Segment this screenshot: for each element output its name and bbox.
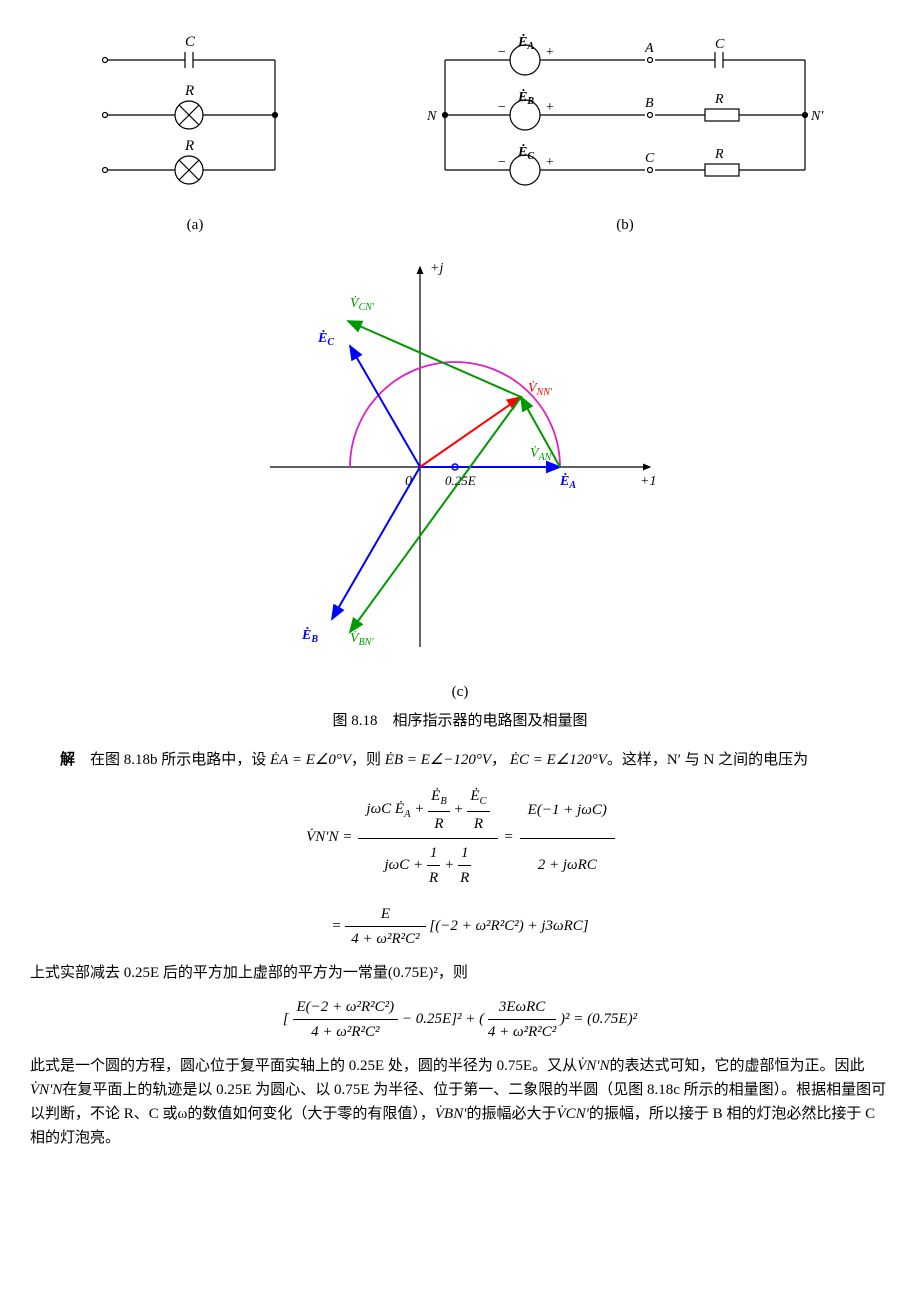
svg-text:V̇BN': V̇BN' [350, 630, 374, 648]
phasor-svg: +j +1 0 0.25E ĖA ĖB ĖC V̇NN' V̇AN' V̇CN' [220, 247, 700, 667]
VBN-sym: V̇BN' [435, 1106, 467, 1122]
svg-text:−: − [497, 155, 506, 170]
eq1-lhs: V̇N'N [306, 829, 338, 845]
svg-text:C: C [645, 151, 655, 166]
svg-text:R: R [184, 138, 194, 154]
svg-text:ĖB: ĖB [517, 88, 534, 107]
svg-text:ĖC: ĖC [517, 143, 534, 162]
p3d: 的振幅必大于 [466, 1106, 556, 1122]
svg-text:N: N [426, 109, 437, 124]
p1d: 。这样，N′ 与 N 之间的电压为 [607, 752, 808, 768]
svg-text:ĖB: ĖB [301, 626, 318, 645]
svg-text:V̇CN': V̇CN' [350, 295, 375, 313]
svg-text:R: R [714, 147, 724, 162]
para-3: 此式是一个圆的方程，圆心位于复平面实轴上的 0.25E 处，圆的半径为 0.75… [30, 1054, 890, 1150]
p1c: ， [491, 752, 510, 768]
VNN-sym2: V̇N'N [30, 1082, 62, 1098]
EC-expr: ĖC = E∠120°V [510, 752, 607, 768]
circuit-b: − + − + − + ĖA ĖB ĖC A B C C R R N N' (b… [415, 30, 835, 237]
equation-2: = E 4 + ω²R²C² [(−2 + ω²R²C²) + j3ωRC] [30, 902, 890, 951]
svg-text:B: B [645, 96, 654, 111]
equation-1: V̇N'N = jωC ĖA + ĖB R + ĖC R = E(−1 + jω… [30, 782, 890, 892]
svg-text:ĖC: ĖC [317, 329, 334, 348]
svg-text:−: − [497, 100, 506, 115]
svg-text:ĖA: ĖA [517, 33, 534, 52]
subfig-b-label: (b) [415, 213, 835, 237]
circuit-figures-row: C R R (a) [30, 30, 890, 237]
subfig-a-label: (a) [85, 213, 305, 237]
circuit-b-svg: − + − + − + ĖA ĖB ĖC A B C C R R N N' [415, 30, 835, 200]
p1a: 在图 8.18b 所示电路中，设 [75, 752, 270, 768]
EA-expr: ĖA = E∠0°V [270, 752, 351, 768]
VCN-sym: V̇CN' [556, 1106, 588, 1122]
svg-text:+: + [545, 100, 554, 115]
svg-text:−: − [497, 45, 506, 60]
svg-text:V̇NN': V̇NN' [528, 380, 553, 398]
para-2: 上式实部减去 0.25E 后的平方加上虚部的平方为一常量(0.75E)²，则 [30, 961, 890, 985]
circuit-a-svg: C R R [85, 30, 305, 200]
svg-text:A: A [644, 41, 654, 56]
figure-caption: 图 8.18 相序指示器的电路图及相量图 [30, 709, 890, 733]
p3b: 的表达式可知，它的虚部恒为正。因此 [609, 1058, 864, 1074]
EB-expr: ĖB = E∠−120°V [385, 752, 491, 768]
VNN-sym1: V̇N'N [577, 1058, 609, 1074]
svg-text:C: C [185, 34, 196, 50]
svg-text:N': N' [810, 109, 824, 124]
solution-label: 解 [60, 752, 75, 768]
svg-text:ĖA: ĖA [559, 472, 576, 491]
svg-text:+: + [545, 45, 554, 60]
svg-text:V̇AN': V̇AN' [530, 445, 554, 463]
solution-para-1: 解 在图 8.18b 所示电路中，设 ĖA = E∠0°V，则 ĖB = E∠−… [30, 748, 890, 772]
subfig-c-label: (c) [30, 680, 890, 704]
eq1-rhs-den: 2 + jωRC [520, 838, 615, 892]
p3a: 此式是一个圆的方程，圆心位于复平面实轴上的 0.25E 处，圆的半径为 0.75… [30, 1058, 577, 1074]
svg-text:+j: +j [430, 261, 443, 276]
circuit-a: C R R (a) [85, 30, 305, 237]
p1b: ，则 [351, 752, 385, 768]
svg-text:R: R [184, 83, 194, 99]
equation-3: [ E(−2 + ω²R²C²) 4 + ω²R²C² − 0.25E]² + … [30, 995, 890, 1044]
phasor-figure: +j +1 0 0.25E ĖA ĖB ĖC V̇NN' V̇AN' V̇CN' [30, 247, 890, 704]
svg-text:+1: +1 [640, 474, 656, 489]
svg-text:R: R [714, 92, 724, 107]
svg-text:+: + [545, 155, 554, 170]
svg-text:C: C [715, 37, 725, 52]
eq1-rhs-num: E(−1 + jωC) [520, 782, 615, 838]
